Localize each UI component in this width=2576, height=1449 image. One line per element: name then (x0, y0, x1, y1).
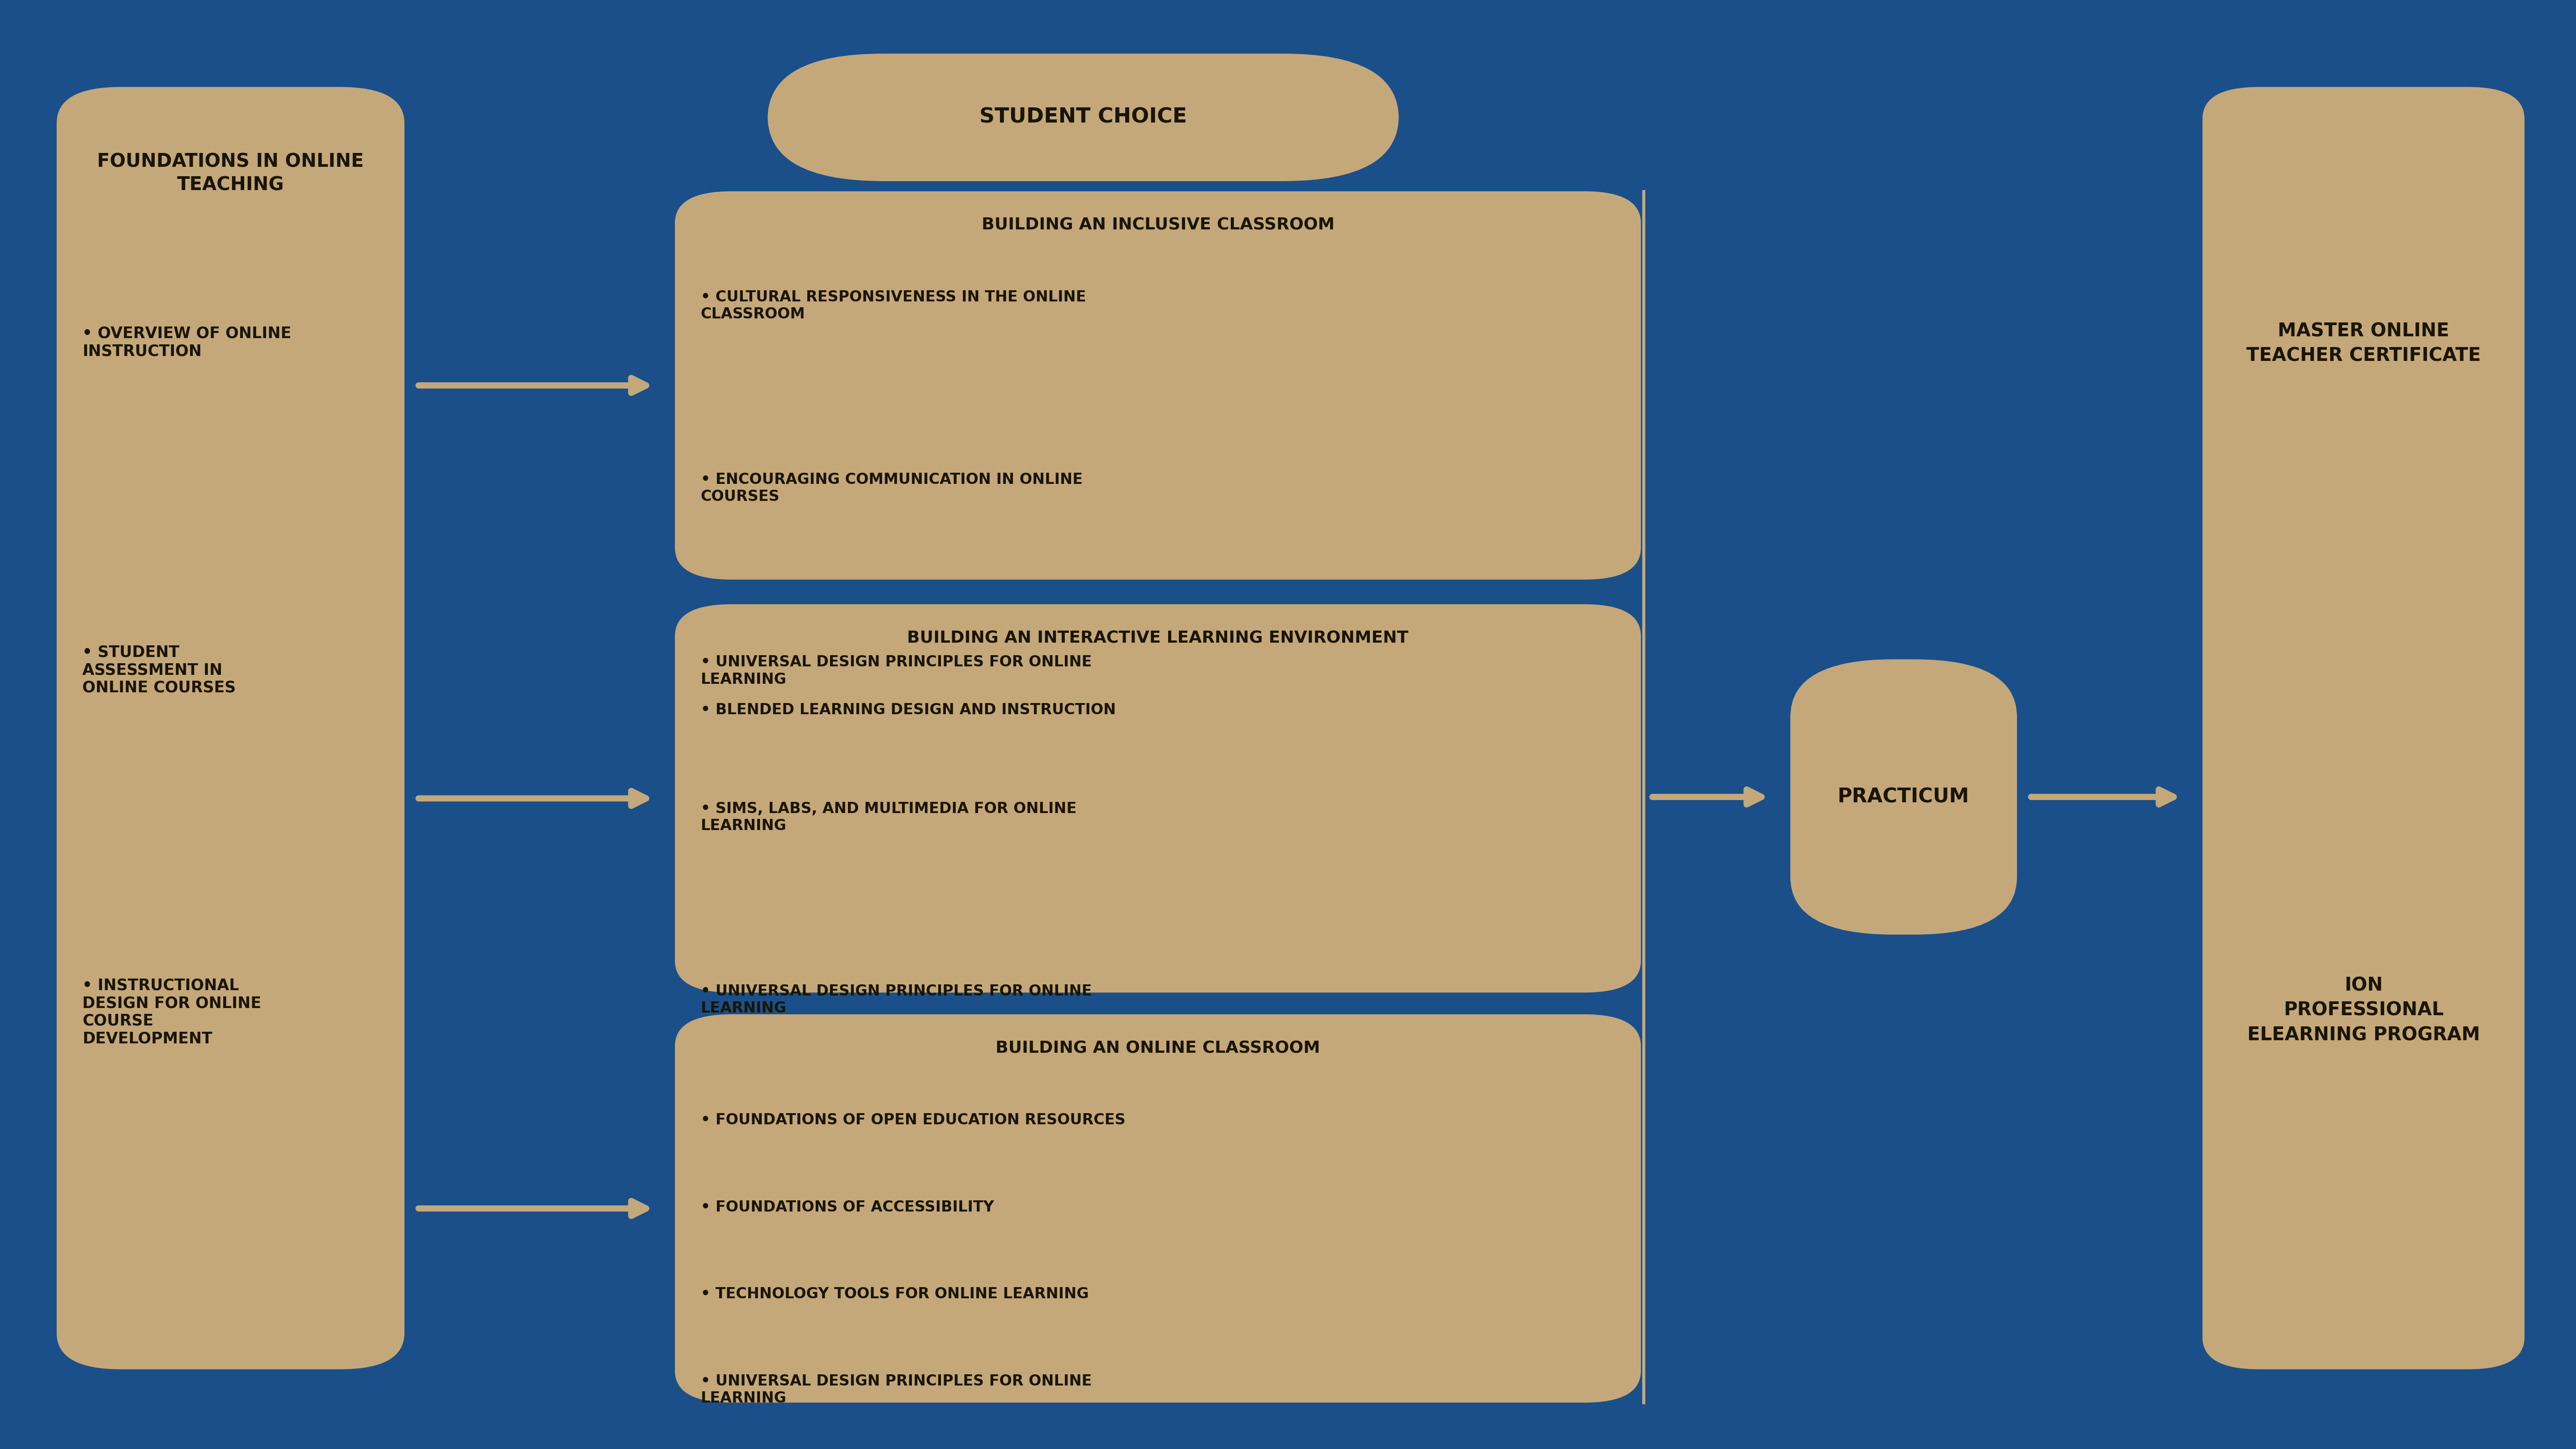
Text: • BLENDED LEARNING DESIGN AND INSTRUCTION: • BLENDED LEARNING DESIGN AND INSTRUCTIO… (701, 703, 1115, 717)
FancyBboxPatch shape (675, 191, 1641, 580)
Text: • OVERVIEW OF ONLINE
INSTRUCTION: • OVERVIEW OF ONLINE INSTRUCTION (82, 326, 291, 359)
Text: • SIMS, LABS, AND MULTIMEDIA FOR ONLINE
LEARNING: • SIMS, LABS, AND MULTIMEDIA FOR ONLINE … (701, 801, 1077, 833)
FancyBboxPatch shape (768, 54, 1399, 181)
FancyBboxPatch shape (1790, 659, 2017, 935)
Text: • INSTRUCTIONAL
DESIGN FOR ONLINE
COURSE
DEVELOPMENT: • INSTRUCTIONAL DESIGN FOR ONLINE COURSE… (82, 978, 260, 1046)
Text: FOUNDATIONS IN ONLINE
TEACHING: FOUNDATIONS IN ONLINE TEACHING (98, 152, 363, 194)
FancyBboxPatch shape (675, 604, 1641, 993)
Text: • UNIVERSAL DESIGN PRINCIPLES FOR ONLINE
LEARNING: • UNIVERSAL DESIGN PRINCIPLES FOR ONLINE… (701, 1374, 1092, 1406)
Text: • CULTURAL RESPONSIVENESS IN THE ONLINE
CLASSROOM: • CULTURAL RESPONSIVENESS IN THE ONLINE … (701, 290, 1087, 322)
Text: ION
PROFESSIONAL
ELEARNING PROGRAM: ION PROFESSIONAL ELEARNING PROGRAM (2246, 977, 2481, 1045)
Text: • FOUNDATIONS OF ACCESSIBILITY: • FOUNDATIONS OF ACCESSIBILITY (701, 1200, 994, 1214)
Text: • UNIVERSAL DESIGN PRINCIPLES FOR ONLINE
LEARNING: • UNIVERSAL DESIGN PRINCIPLES FOR ONLINE… (701, 984, 1092, 1016)
Text: BUILDING AN INCLUSIVE CLASSROOM: BUILDING AN INCLUSIVE CLASSROOM (981, 217, 1334, 233)
Text: BUILDING AN ONLINE CLASSROOM: BUILDING AN ONLINE CLASSROOM (997, 1040, 1319, 1056)
Text: BUILDING AN INTERACTIVE LEARNING ENVIRONMENT: BUILDING AN INTERACTIVE LEARNING ENVIRON… (907, 630, 1409, 646)
Text: PRACTICUM: PRACTICUM (1837, 787, 1971, 807)
Text: • ENCOURAGING COMMUNICATION IN ONLINE
COURSES: • ENCOURAGING COMMUNICATION IN ONLINE CO… (701, 472, 1082, 504)
Text: STUDENT CHOICE: STUDENT CHOICE (979, 107, 1188, 128)
FancyBboxPatch shape (57, 87, 404, 1369)
Text: • TECHNOLOGY TOOLS FOR ONLINE LEARNING: • TECHNOLOGY TOOLS FOR ONLINE LEARNING (701, 1287, 1090, 1301)
Text: • FOUNDATIONS OF OPEN EDUCATION RESOURCES: • FOUNDATIONS OF OPEN EDUCATION RESOURCE… (701, 1113, 1126, 1127)
FancyBboxPatch shape (2202, 87, 2524, 1369)
Text: • UNIVERSAL DESIGN PRINCIPLES FOR ONLINE
LEARNING: • UNIVERSAL DESIGN PRINCIPLES FOR ONLINE… (701, 655, 1092, 687)
FancyBboxPatch shape (675, 1014, 1641, 1403)
Text: MASTER ONLINE
TEACHER CERTIFICATE: MASTER ONLINE TEACHER CERTIFICATE (2246, 322, 2481, 365)
Text: • STUDENT
ASSESSMENT IN
ONLINE COURSES: • STUDENT ASSESSMENT IN ONLINE COURSES (82, 645, 237, 696)
